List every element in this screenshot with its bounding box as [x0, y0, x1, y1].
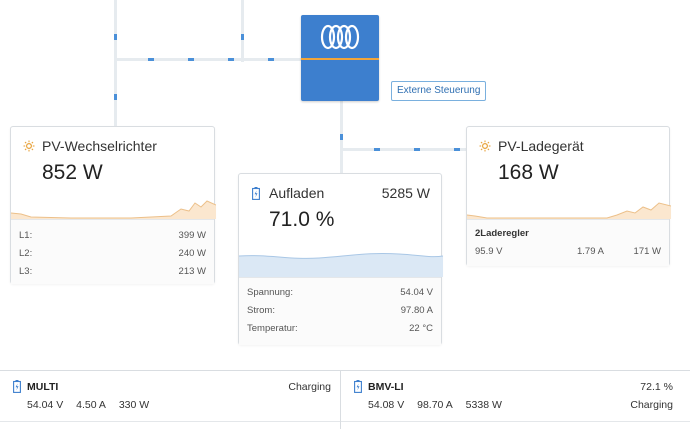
pv-inverter-title: PV-Wechselrichter	[42, 138, 157, 154]
device-bmv-voltage: 54.08 V	[368, 399, 405, 411]
external-control-label[interactable]: Externe Steuerung	[391, 81, 487, 101]
device-bar-divider	[340, 371, 341, 429]
device-multi-power: 330 W	[118, 399, 150, 411]
pv-inverter-card[interactable]: PV-Wechselrichter 852 W L1: 399 W L2: 24…	[10, 126, 216, 284]
device-bmv-status: Charging	[630, 399, 673, 411]
device-bmv-values: 54.08 V 98.70 A 5338 W	[368, 399, 512, 411]
pv-charger-current: 1.79 A	[577, 246, 604, 257]
connector-line-left-vertical	[114, 0, 117, 62]
device-bmv-name: BMV-LI	[368, 381, 404, 393]
battery-detail-rows: Spannung: 54.04 V Strom: 97.80 A Tempera…	[239, 277, 441, 345]
sun-icon	[23, 140, 35, 152]
battery-card[interactable]: Aufladen 5285 W 71.0 % Spannung: 54.04 V…	[238, 173, 443, 345]
device-multi-current: 4.50 A	[76, 399, 106, 411]
pv-charger-detail-rows: 2Laderegler 95.9 V 1.79 A 171 W	[467, 219, 669, 266]
pv-inverter-power: 852 W	[42, 161, 103, 184]
device-multi-voltage: 54.04 V	[27, 399, 64, 411]
device-multi-values: 54.04 V 4.50 A 330 W	[27, 399, 159, 411]
connector-line-battery	[340, 100, 343, 174]
connector-line-pv-inverter	[114, 60, 117, 127]
device-bmv[interactable]: BMV-LI 72.1 % 54.08 V 98.70 A 5338 W Cha…	[341, 371, 690, 429]
pv-charger-card[interactable]: PV-Ladegerät 168 W 2Laderegler 95.9 V 1.…	[466, 126, 671, 266]
pv-charger-power: 168 W	[498, 161, 559, 184]
pv-charger-sparkline	[467, 202, 671, 219]
device-multi-footer	[0, 421, 340, 429]
pv-charger-title: PV-Ladegerät	[498, 138, 584, 154]
device-bmv-power: 5338 W	[465, 399, 502, 411]
device-bmv-soc: 72.1 %	[640, 381, 673, 393]
pv-inverter-sparkline	[11, 200, 216, 219]
device-multi-name: MULTI	[27, 381, 59, 393]
battery-icon	[13, 380, 21, 393]
battery-power: 5285 W	[381, 185, 430, 201]
battery-state-title: Aufladen	[269, 185, 325, 201]
device-multi-status: Charging	[288, 381, 331, 393]
inverter-orange-stripe	[301, 58, 379, 60]
pv-inverter-phase-rows: L1: 399 W L2: 240 W L3: 213 W	[11, 219, 214, 284]
sun-icon	[479, 140, 491, 152]
device-bmv-current: 98.70 A	[417, 399, 453, 411]
inverter-charger-box[interactable]	[301, 15, 379, 101]
device-bmv-footer	[341, 421, 690, 429]
connector-line-dc-bus	[340, 148, 466, 151]
battery-sparkline	[239, 252, 443, 277]
connector-line-mid-vertical	[241, 0, 244, 62]
battery-icon	[252, 187, 260, 200]
battery-icon	[354, 380, 362, 393]
device-bar: MULTI Charging 54.04 V 4.50 A 330 W BMV-…	[0, 370, 690, 429]
pv-charger-watts: 171 W	[633, 246, 661, 257]
battery-soc: 71.0 %	[269, 208, 335, 231]
victron-logo-icon	[320, 24, 360, 50]
device-multi[interactable]: MULTI Charging 54.04 V 4.50 A 330 W	[0, 371, 340, 429]
connector-line-ac-input	[114, 58, 302, 61]
pv-charger-voltage: 95.9 V	[475, 246, 503, 257]
